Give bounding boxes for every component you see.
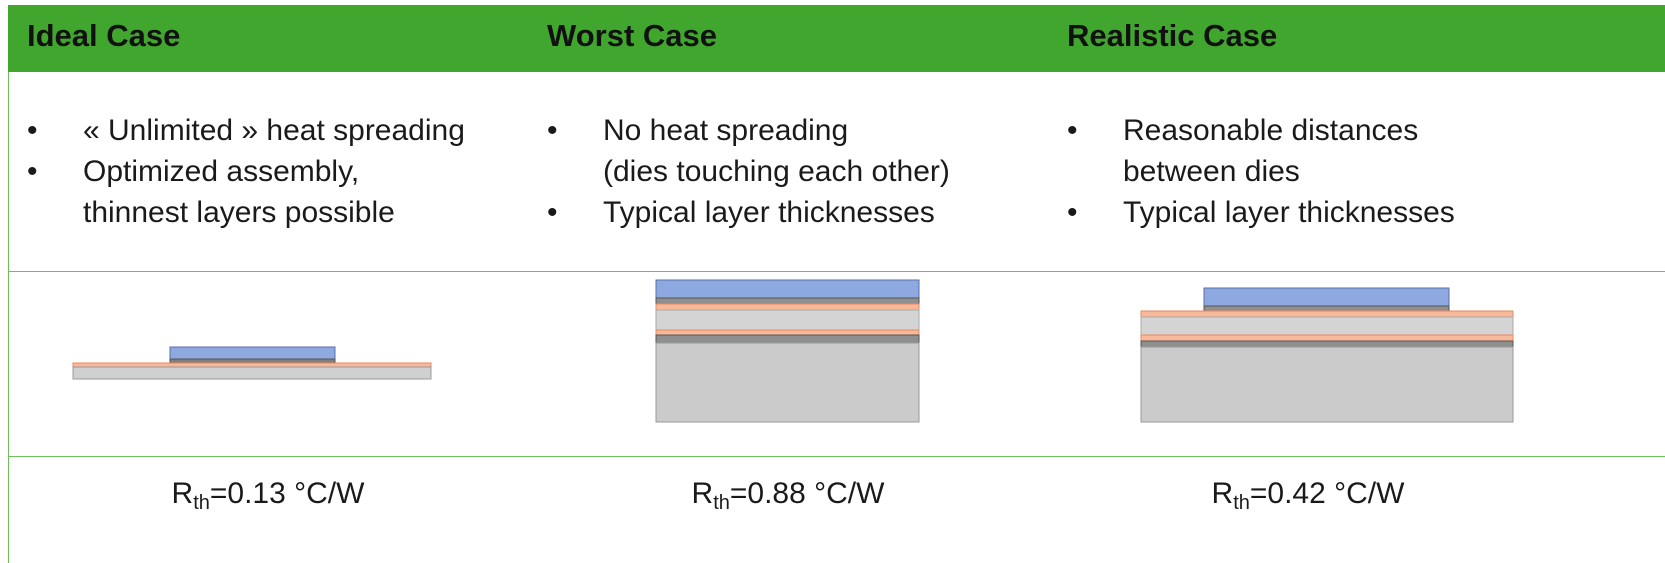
copper-layer (72, 362, 432, 368)
column-title: Realistic Case (1067, 18, 1278, 53)
die (169, 346, 336, 360)
copper-layer (655, 329, 920, 336)
substrate (72, 366, 432, 380)
column-title: Worst Case (547, 18, 717, 53)
value: =0.42 °C/W (1249, 477, 1405, 510)
bullet-item: No heat spreading (dies touching each ot… (547, 110, 950, 192)
die (1203, 287, 1450, 307)
bullet-item: Reasonable distances between dies (1067, 110, 1455, 192)
symbol: R (691, 477, 714, 510)
thermal-resistance: Rth=0.13 °C/W (8, 477, 528, 515)
copper-layer (1140, 334, 1514, 342)
ceramic-layer (655, 309, 920, 331)
solder-layer (169, 358, 336, 364)
baseplate (1140, 346, 1514, 423)
copper-layer (655, 303, 920, 311)
thermal-resistance: Rth=0.42 °C/W (1048, 477, 1568, 515)
solder-layer (655, 297, 920, 305)
copper-layer (1140, 310, 1514, 318)
die (655, 279, 920, 299)
value: =0.13 °C/W (209, 477, 365, 510)
subscript: th (713, 492, 730, 514)
bullet-item: Typical layer thicknesses (547, 192, 950, 233)
ceramic-layer (1140, 316, 1514, 336)
subscript: th (1233, 492, 1250, 514)
symbol: R (171, 477, 194, 510)
value: =0.88 °C/W (729, 477, 885, 510)
subscript: th (193, 492, 210, 514)
row-divider (8, 271, 1665, 272)
symbol: R (1211, 477, 1234, 510)
bullet-item: « Unlimited » heat spreading (27, 110, 465, 151)
column-title: Ideal Case (27, 18, 181, 53)
bullet-item: Optimized assembly, thinnest layers poss… (27, 151, 465, 233)
baseplate (655, 342, 920, 423)
bullet-item: Typical layer thicknesses (1067, 192, 1455, 233)
solder-layer (1203, 305, 1450, 312)
solder-layer (655, 334, 920, 344)
bullet-list: No heat spreading (dies touching each ot… (547, 110, 950, 233)
table-border (8, 72, 9, 563)
thermal-resistance: Rth=0.88 °C/W (528, 477, 1048, 515)
row-divider (8, 456, 1665, 457)
header-bar (8, 5, 1665, 72)
solder-layer (1140, 340, 1514, 348)
bullet-list: « Unlimited » heat spreadingOptimized as… (27, 110, 465, 233)
bullet-list: Reasonable distances between diesTypical… (1067, 110, 1455, 233)
